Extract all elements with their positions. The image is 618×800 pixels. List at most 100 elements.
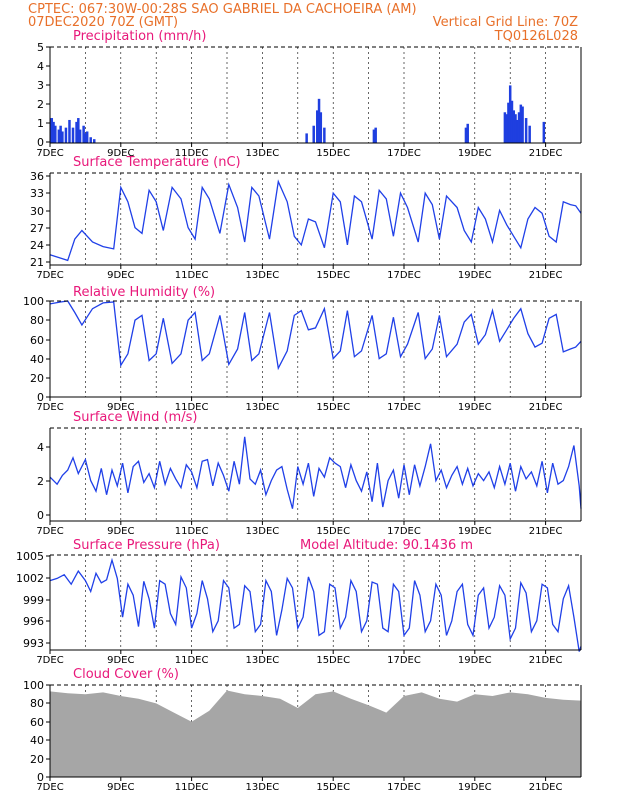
precipitation-bar [323,127,326,143]
humidity-panel: 0 20 40 60 80 100 7DEC 9DEC 11DEC 13DEC 15DEC 17DEC… [23,285,582,413]
humidity-x-tick-label: 7DEC [36,402,63,413]
temperature-x-tick-label: 15DEC [316,270,350,281]
precipitation-bar [508,85,512,143]
humidity-x-tick-label: 9DEC [107,402,134,413]
humidity-y-tick-label: 80 [30,314,44,327]
humidity-y-tick-label: 20 [30,372,44,385]
header-grid-line: Vertical Grid Line: 70Z [433,15,578,30]
pressure-y-tick-label: 993 [23,637,44,650]
temperature-x-tick-label: 9DEC [107,270,134,281]
precipitation-bar [512,110,515,143]
precipitation-bar [84,133,87,143]
wind-x-tick-label: 19DEC [458,526,492,537]
precipitation-bar [466,123,469,143]
wind-x-tick-label: 7DEC [36,526,63,537]
precipitation-bar [503,112,507,143]
precipitation-bar [521,106,524,143]
cloud-cover-x-tick-label: 9DEC [107,782,134,793]
pressure-y-tick-label: 999 [23,594,44,607]
pressure-x-tick-label: 13DEC [246,655,280,666]
wind-y-tick-label: 4 [37,441,44,454]
precipitation-x-tick-label: 19DEC [458,148,492,159]
wind-x-tick-label: 11DEC [175,526,209,537]
pressure-annotation: Model Altitude: 90.1436 m [300,538,473,553]
temperature-y-tick-label: 24 [30,239,44,252]
wind-series-line [49,436,582,509]
cloud-cover-x-tick-label: 7DEC [36,782,63,793]
wind-x-tick-label: 13DEC [246,526,280,537]
humidity-x-tick-label: 17DEC [387,402,421,413]
cloud-cover-y-tick-label: 20 [30,753,44,766]
temperature-x-tick-label: 17DEC [387,270,421,281]
precipitation-y-tick-label: 0 [37,136,44,149]
precipitation-bar [514,114,517,143]
precipitation-bar [519,104,523,143]
temperature-y-tick-label: 21 [30,256,44,269]
wind-x-tick-label: 21DEC [529,526,563,537]
temperature-y-tick-label: 30 [30,205,44,218]
precipitation-y-tick-label: 5 [37,41,44,54]
precipitation-bar [57,129,61,143]
precipitation-bar [68,119,71,143]
precipitation-bar [52,121,55,143]
precipitation-bar [82,125,85,143]
precipitation-bar [305,133,308,143]
precipitation-bar [372,129,376,143]
temperature-y-tick-label: 27 [30,222,44,235]
humidity-y-tick-label: 60 [30,334,44,347]
precipitation-bar [505,114,508,143]
wind-y-tick-label: 0 [37,509,44,522]
humidity-y-tick-label: 0 [37,391,44,404]
pressure-panel: 993 996 999 1002 1005 7DEC 9DEC 11DEC 13DEC 15DEC… [16,538,582,666]
wind-panel: 0 2 4 7DEC 9DEC 11DEC 13DEC 15DEC 17DEC 19DEC 21DE… [36,410,582,537]
precipitation-bar [528,125,531,143]
precipitation-bar [71,127,75,143]
pressure-y-tick-label: 1005 [16,550,44,563]
temperature-y-tick-label: 33 [30,187,44,200]
humidity-x-tick-label: 13DEC [246,402,280,413]
humidity-y-tick-label: 100 [23,295,44,308]
cloud-cover-x-tick-label: 13DEC [246,782,280,793]
precipitation-bar [317,98,321,143]
pressure-x-tick-label: 21DEC [529,655,563,666]
temperature-title: Surface Temperature (nC) [73,155,241,170]
temperature-x-tick-label: 11DEC [175,270,209,281]
precipitation-bar [464,127,468,143]
precipitation-title: Precipitation (mm/h) [73,29,206,44]
cloud-cover-y-tick-label: 100 [23,679,44,692]
precipitation-bar [89,137,92,143]
header-run-time: 07DEC2020 70Z (GMT) [28,15,178,30]
cloud-cover-x-tick-label: 21DEC [529,782,563,793]
pressure-title: Surface Pressure (hPa) [73,538,220,553]
temperature-y-tick-label: 36 [30,170,44,183]
header-location: CPTEC: 067:30W-00:28S SAO GABRIEL DA CAC… [28,2,417,17]
precipitation-y-tick-label: 3 [37,79,44,92]
cloud-cover-x-tick-label: 17DEC [387,782,421,793]
precipitation-bar [542,121,546,143]
precipitation-y-tick-label: 4 [37,60,44,73]
precipitation-bar [516,119,519,143]
precipitation-bar [59,125,62,143]
cloud-cover-x-tick-label: 19DEC [458,782,492,793]
cloud-cover-y-tick-label: 40 [30,734,44,747]
humidity-x-tick-label: 19DEC [458,402,492,413]
humidity-series-line [49,300,582,371]
precipitation-x-tick-label: 11DEC [175,148,209,159]
wind-x-tick-label: 17DEC [387,526,421,537]
precipitation-x-tick-label: 21DEC [529,148,563,159]
header-model-id: TQ0126L028 [494,29,578,44]
humidity-x-tick-label: 15DEC [316,402,350,413]
wind-title: Surface Wind (m/s) [73,410,197,425]
cloud-cover-x-tick-label: 15DEC [316,782,350,793]
pressure-series-line [49,557,582,652]
pressure-x-tick-label: 17DEC [387,655,421,666]
precipitation-x-tick-label: 9DEC [107,148,134,159]
temperature-panel: 21 24 27 30 33 36 7DEC 9DEC 11DEC 13DEC 15DEC 17DEC… [30,155,582,281]
wind-x-tick-label: 15DEC [316,526,350,537]
precipitation-bar [316,110,319,143]
cloud-cover-y-tick-label: 0 [37,771,44,784]
cloud-cover-title: Cloud Cover (%) [73,667,179,682]
cloud-cover-y-tick-label: 60 [30,716,44,729]
pressure-x-tick-label: 9DEC [107,655,134,666]
